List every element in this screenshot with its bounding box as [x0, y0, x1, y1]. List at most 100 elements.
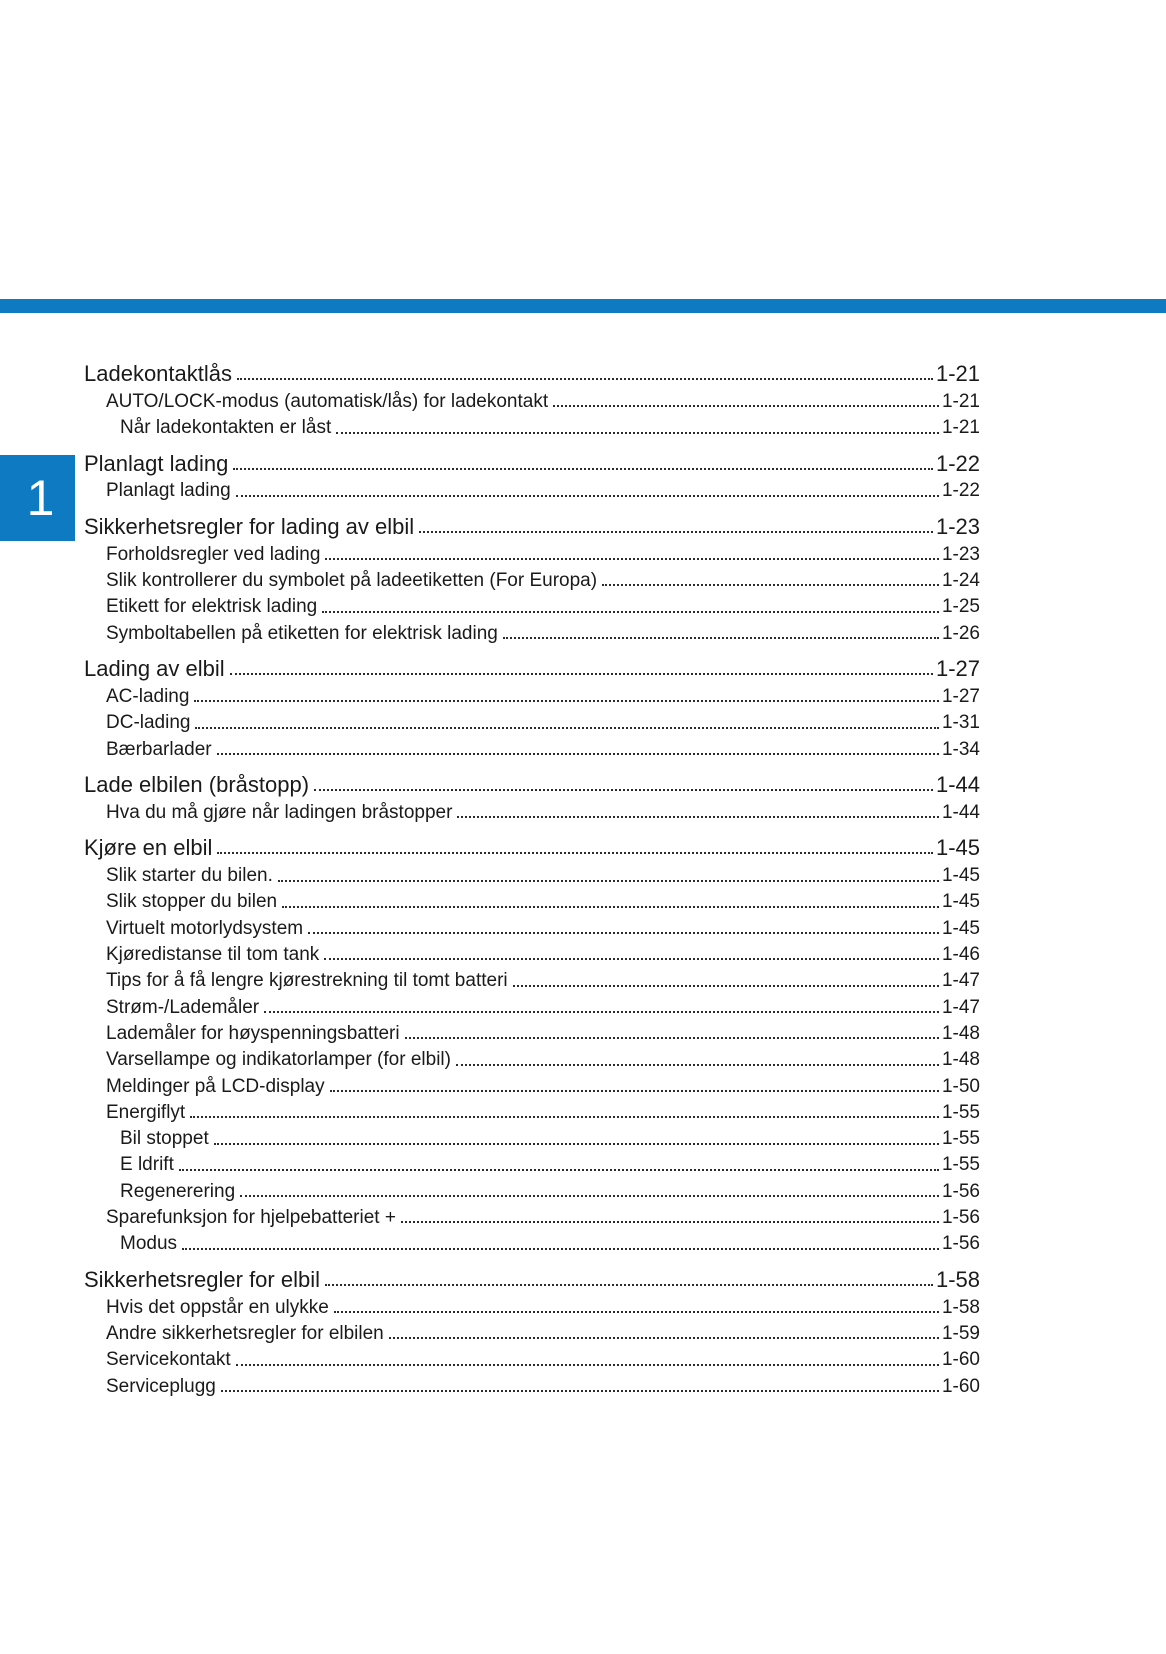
- toc-entry-label: Bærbarlader: [106, 738, 212, 760]
- toc-entry[interactable]: Ladekontaktlås 1-21: [84, 357, 980, 387]
- toc-entry-page: 1-59: [941, 1322, 980, 1344]
- toc-entry[interactable]: Bil stoppet 1-55: [84, 1124, 980, 1150]
- toc-entry-page: 1-27: [941, 685, 980, 707]
- toc-entry-label: Lade elbilen (bråstopp): [84, 772, 310, 798]
- toc-entry-label: AUTO/LOCK-modus (automatisk/lås) for lad…: [106, 390, 549, 412]
- dot-leader: [404, 1037, 939, 1040]
- toc-entry[interactable]: Planlagt lading 1-22: [84, 447, 980, 477]
- toc-entry-page: 1-44: [935, 772, 980, 798]
- toc-entry[interactable]: Energiflyt 1-55: [84, 1098, 980, 1124]
- toc-entry-page: 1-24: [941, 570, 980, 592]
- toc-entry-label: Kjøre en elbil: [84, 835, 213, 861]
- toc-entry[interactable]: Sikkerhetsregler for elbil 1-58: [84, 1263, 980, 1293]
- toc-entry[interactable]: Forholdsregler ved lading 1-23: [84, 540, 980, 566]
- chapter-number: 1: [26, 470, 55, 526]
- dot-leader: [333, 1311, 939, 1314]
- dot-leader: [419, 530, 933, 533]
- dot-leader: [553, 405, 939, 408]
- toc-entry-label: Når ladekontakten er låst: [120, 417, 332, 439]
- toc-entry[interactable]: Slik starter du bilen. 1-45: [84, 861, 980, 887]
- dot-leader: [324, 958, 939, 961]
- toc-entry[interactable]: Slik kontrollerer du symbolet på ladeeti…: [84, 566, 980, 592]
- dot-leader: [182, 1247, 939, 1250]
- toc-entry-label: Symboltabellen på etiketten for elektris…: [106, 622, 498, 644]
- toc-entry[interactable]: Hva du må gjøre når ladingen bråstopper …: [84, 798, 980, 824]
- toc-entry-label: Sikkerhetsregler for elbil: [84, 1266, 320, 1292]
- toc-entry-page: 1-55: [941, 1128, 980, 1150]
- toc-entry[interactable]: Bærbarlader 1-34: [84, 735, 980, 761]
- toc-entry[interactable]: AUTO/LOCK-modus (automatisk/lås) for lad…: [84, 387, 980, 413]
- toc-entry-page: 1-44: [941, 801, 980, 823]
- dot-leader: [229, 673, 933, 676]
- dot-leader: [314, 788, 933, 791]
- toc-entry-label: Andre sikkerhetsregler for elbilen: [106, 1322, 384, 1344]
- toc-entry-page: 1-21: [935, 361, 980, 387]
- dot-leader: [400, 1221, 939, 1224]
- dot-leader: [388, 1337, 939, 1340]
- toc-entry-page: 1-27: [935, 656, 980, 682]
- toc-entry-page: 1-55: [941, 1101, 980, 1123]
- toc-entry-page: 1-60: [941, 1349, 980, 1371]
- toc-entry-label: Sparefunksjon for hjelpebatteriet +: [106, 1207, 396, 1229]
- toc-entry-page: 1-22: [941, 480, 980, 502]
- table-of-contents: Ladekontaktlås 1-21 AUTO/LOCK-modus (aut…: [84, 357, 980, 1398]
- toc-entry[interactable]: Lademåler for høyspenningsbatteri 1-48: [84, 1019, 980, 1045]
- dot-leader: [455, 1063, 939, 1066]
- toc-entry[interactable]: Meldinger på LCD-display 1-50: [84, 1072, 980, 1098]
- toc-entry-label: Kjøredistanse til tom tank: [106, 944, 320, 966]
- toc-entry[interactable]: E ldrift 1-55: [84, 1151, 980, 1177]
- toc-entry-label: Strøm-/Lademåler: [106, 996, 260, 1018]
- toc-entry[interactable]: DC-lading 1-31: [84, 708, 980, 734]
- toc-entry[interactable]: Modus 1-56: [84, 1229, 980, 1255]
- toc-entry-label: Virtuelt motorlydsystem: [106, 917, 304, 939]
- toc-entry[interactable]: Virtuelt motorlydsystem 1-45: [84, 914, 980, 940]
- toc-entry-label: Regenerering: [120, 1180, 236, 1202]
- toc-entry[interactable]: Regenerering 1-56: [84, 1177, 980, 1203]
- dot-leader: [512, 984, 939, 987]
- toc-entry[interactable]: Når ladekontakten er låst 1-21: [84, 413, 980, 439]
- toc-entry[interactable]: Kjøre en elbil 1-45: [84, 831, 980, 861]
- toc-entry[interactable]: Tips for å få lengre kjørestrekning til …: [84, 966, 980, 992]
- dot-leader: [235, 1363, 939, 1366]
- toc-entry[interactable]: Kjøredistanse til tom tank 1-46: [84, 940, 980, 966]
- toc-entry[interactable]: Lading av elbil 1-27: [84, 652, 980, 682]
- toc-entry[interactable]: Serviceplugg 1-60: [84, 1372, 980, 1398]
- chapter-tab: 1: [0, 455, 75, 541]
- toc-entry-page: 1-26: [941, 622, 980, 644]
- dot-leader: [322, 610, 939, 613]
- toc-entry[interactable]: Sikkerhetsregler for lading av elbil 1-2…: [84, 510, 980, 540]
- toc-entry-label: Lademåler for høyspenningsbatteri: [106, 1022, 400, 1044]
- dot-leader: [457, 816, 939, 819]
- dot-leader: [194, 700, 939, 703]
- toc-entry[interactable]: Sparefunksjon for hjelpebatteriet + 1-56: [84, 1203, 980, 1229]
- toc-entry-label: DC-lading: [106, 712, 191, 734]
- dot-leader: [235, 494, 939, 497]
- toc-entry-page: 1-46: [941, 944, 980, 966]
- toc-entry-page: 1-58: [935, 1266, 980, 1292]
- dot-leader: [237, 378, 933, 380]
- toc-entry[interactable]: Symboltabellen på etiketten for elektris…: [84, 619, 980, 645]
- toc-entry[interactable]: Planlagt lading 1-22: [84, 477, 980, 503]
- toc-entry-page: 1-45: [935, 835, 980, 861]
- toc-entry[interactable]: Andre sikkerhetsregler for elbilen 1-59: [84, 1319, 980, 1345]
- toc-entry[interactable]: Strøm-/Lademåler 1-47: [84, 993, 980, 1019]
- toc-entry-label: Forholdsregler ved lading: [106, 543, 321, 565]
- toc-entry[interactable]: Etikett for elektrisk lading 1-25: [84, 592, 980, 618]
- toc-entry-label: AC-lading: [106, 685, 190, 707]
- toc-entry-page: 1-56: [941, 1207, 980, 1229]
- toc-entry[interactable]: AC-lading 1-27: [84, 682, 980, 708]
- section-divider-bar: [0, 299, 1166, 313]
- toc-entry[interactable]: Lade elbilen (bråstopp) 1-44: [84, 768, 980, 798]
- toc-entry[interactable]: Varsellampe og indikatorlamper (for elbi…: [84, 1045, 980, 1071]
- dot-leader: [216, 752, 939, 755]
- dot-leader: [602, 584, 939, 587]
- dot-leader: [220, 1389, 939, 1392]
- toc-entry[interactable]: Hvis det oppstår en ulykke 1-58: [84, 1293, 980, 1319]
- toc-entry[interactable]: Slik stopper du bilen 1-45: [84, 888, 980, 914]
- toc-entry-page: 1-23: [941, 543, 980, 565]
- toc-entry[interactable]: Servicekontakt 1-60: [84, 1345, 980, 1371]
- dot-leader: [195, 726, 939, 729]
- dot-leader: [308, 932, 939, 935]
- toc-entry-page: 1-23: [935, 513, 980, 539]
- toc-entry-label: Varsellampe og indikatorlamper (for elbi…: [106, 1049, 451, 1071]
